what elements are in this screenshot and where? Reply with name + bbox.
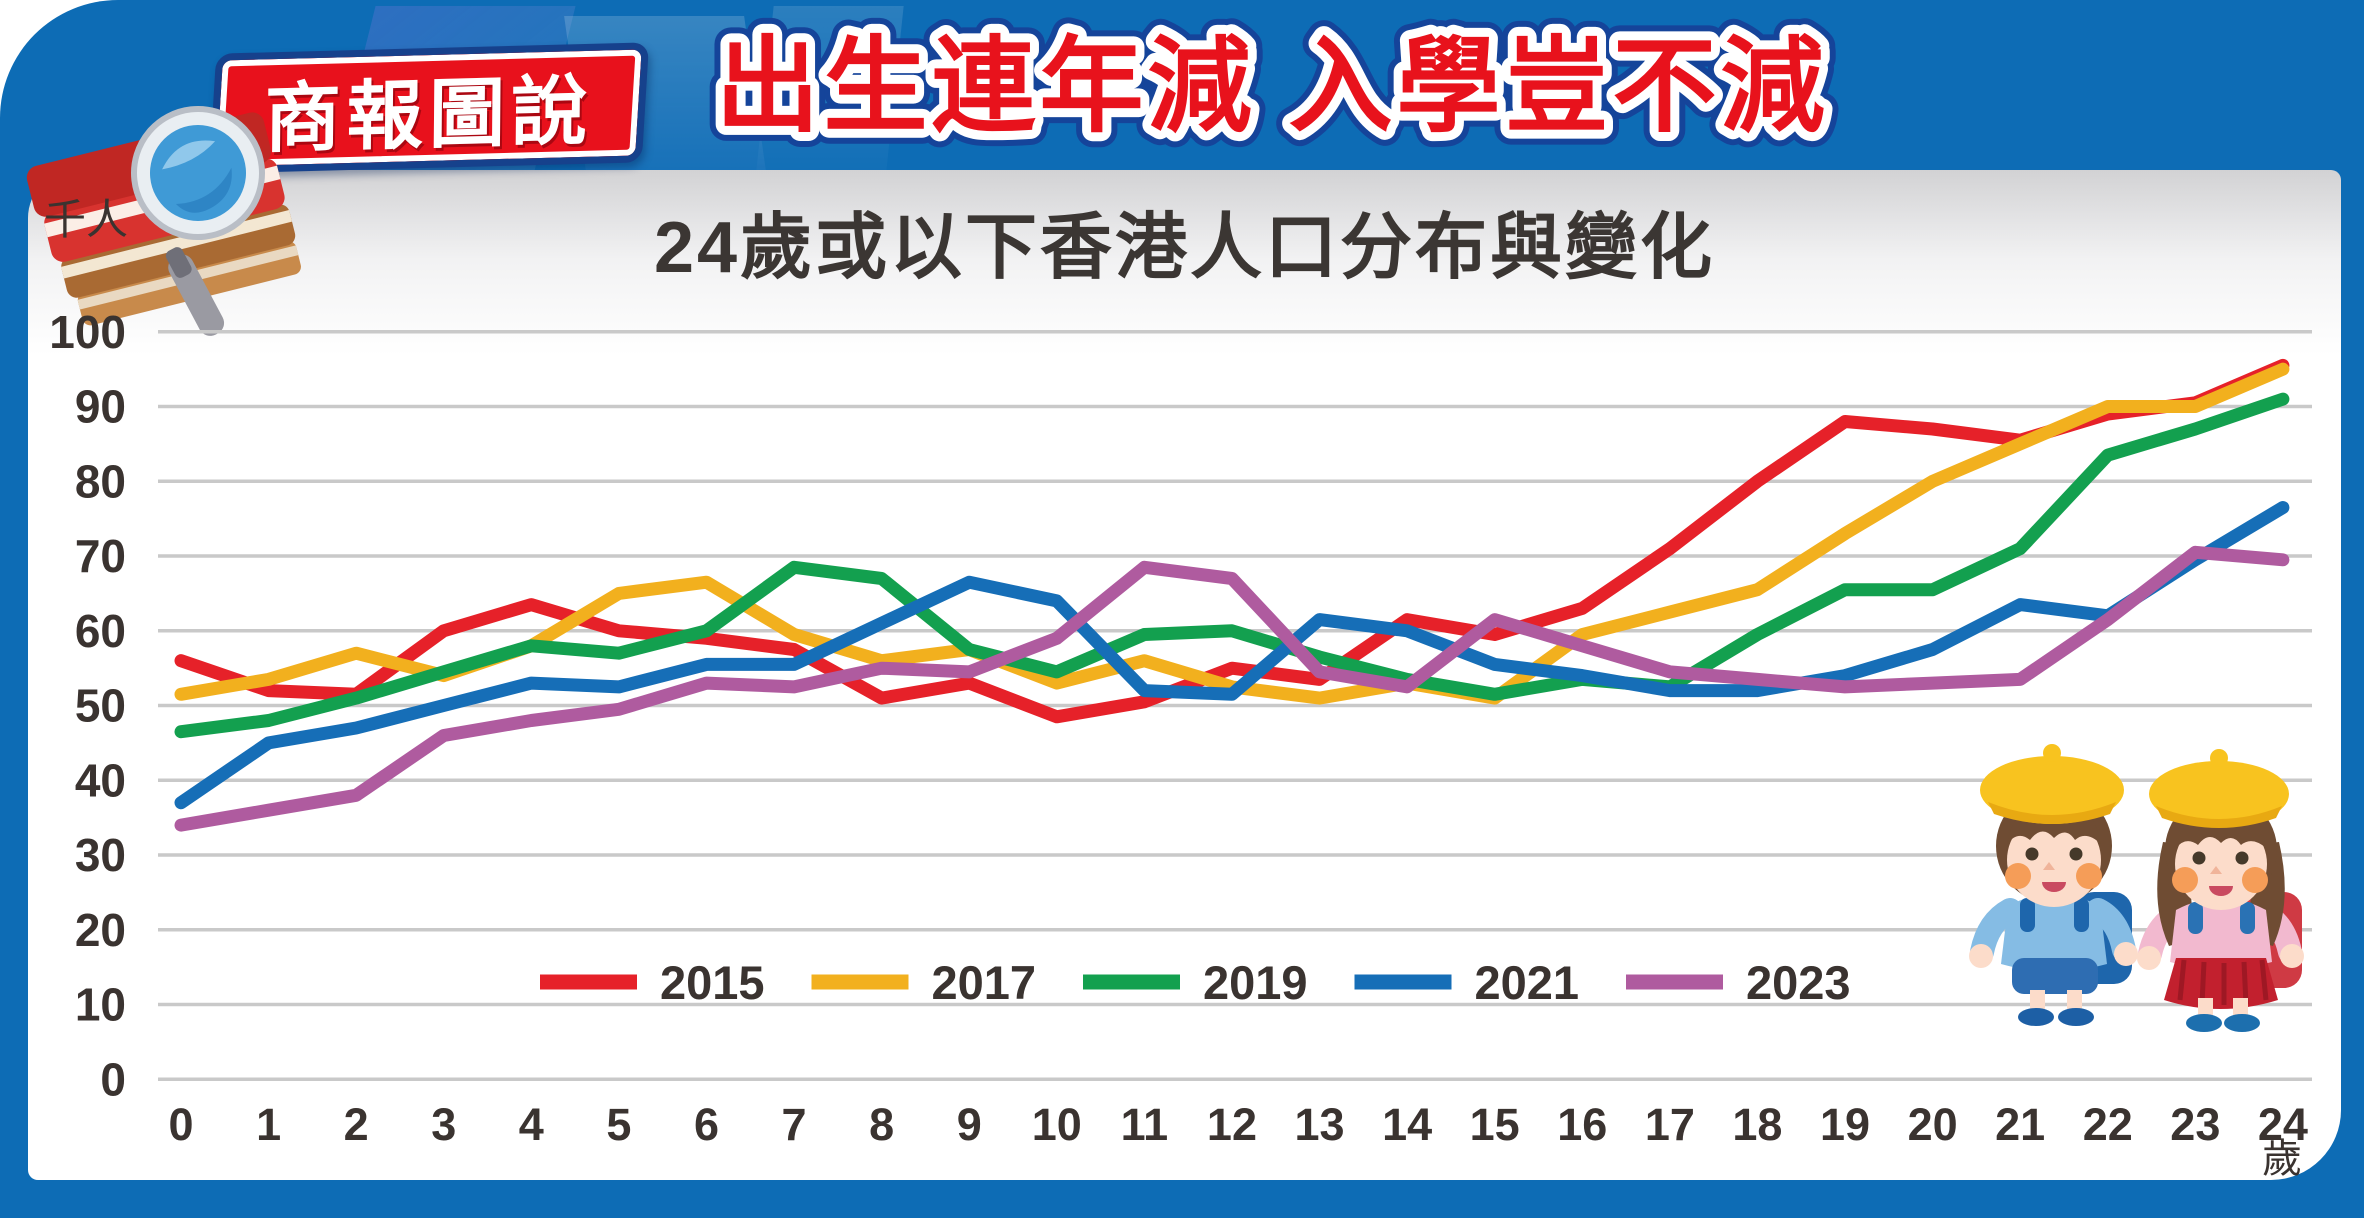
y-axis-labels: 0 10 20 30 40 50 60 70 80 90 100: [49, 306, 126, 1106]
series-line-2017: [174, 362, 2290, 705]
x-tick-label: 3: [431, 1099, 456, 1150]
y-tick-label: 60: [75, 605, 126, 657]
legend-label-2021: 2021: [1475, 956, 1580, 1009]
chart-title: 24歲或以下香港人口分布與變化: [653, 208, 1716, 288]
y-tick-label: 80: [75, 455, 126, 507]
headline-outline: 出生連年減 入學豈不減: [716, 29, 1829, 145]
gridlines: [158, 330, 2312, 1082]
x-tick-label: 22: [2083, 1099, 2133, 1150]
legend-label-2017: 2017: [932, 956, 1037, 1009]
y-tick-label: 0: [100, 1053, 126, 1105]
headline-stroke: 出生連年減 入學豈不減: [716, 29, 1829, 145]
x-tick-label: 18: [1732, 1099, 1782, 1150]
x-tick-label: 10: [1032, 1099, 1082, 1150]
series-line-2015: [174, 358, 2290, 724]
x-tick-label: 0: [168, 1099, 193, 1150]
y-tick-label: 40: [75, 754, 126, 806]
x-tick-label: 2: [344, 1099, 369, 1150]
series-lines: [174, 358, 2290, 832]
y-tick-label: 30: [75, 829, 126, 881]
x-tick-label: 7: [782, 1099, 807, 1150]
girl-with-yellow-hat: [2137, 749, 2304, 1032]
y-tick-label: 100: [49, 306, 126, 358]
x-tick-label: 21: [1995, 1099, 2045, 1150]
x-axis-unit-label: 歲: [2262, 1137, 2302, 1181]
y-tick-label: 90: [75, 381, 126, 433]
x-tick-label: 4: [519, 1099, 544, 1150]
x-tick-label: 17: [1645, 1099, 1695, 1150]
series-line-2023: [174, 545, 2290, 832]
x-tick-label: 13: [1295, 1099, 1345, 1150]
y-tick-label: 10: [75, 979, 126, 1031]
x-tick-label: 23: [2170, 1099, 2220, 1150]
y-tick-label: 20: [75, 904, 126, 956]
chart-legend: 2015 2017 2019 2021 2023: [540, 956, 1851, 1009]
legend-label-2023: 2023: [1746, 956, 1851, 1009]
x-axis-labels: 0 1 2 3 4 5 6 7 8 9 10 11 12 13 14 15 16 17 18 19 20 21 22 23 24: [168, 1099, 2307, 1150]
x-tick-label: 24: [2258, 1099, 2308, 1150]
magnifier-books-icon: [26, 105, 301, 336]
x-tick-label: 9: [957, 1099, 982, 1150]
y-axis-unit-label: 千人: [44, 196, 128, 243]
legend-label-2015: 2015: [660, 956, 765, 1009]
x-tick-label: 5: [606, 1099, 631, 1150]
x-tick-label: 15: [1470, 1099, 1520, 1150]
x-tick-label: 16: [1557, 1099, 1607, 1150]
headline: 出生連年減 入學豈不減 出生連年減 入學豈不減 出生連年減 入學豈不減: [701, 14, 1840, 160]
x-tick-label: 6: [694, 1099, 719, 1150]
boy-with-yellow-hat: [1969, 744, 2138, 1026]
y-tick-label: 50: [75, 680, 126, 732]
children-illustration: [1969, 744, 2304, 1032]
series-line-2021: [174, 501, 2290, 810]
x-tick-label: 20: [1908, 1099, 1958, 1150]
x-tick-label: 19: [1820, 1099, 1870, 1150]
legend-label-2019: 2019: [1203, 956, 1308, 1009]
y-tick-label: 70: [75, 530, 126, 582]
x-tick-label: 11: [1121, 1099, 1169, 1150]
series-line-2019: [174, 392, 2290, 739]
x-tick-label: 14: [1382, 1099, 1432, 1150]
headline-text: 出生連年減 入學豈不減: [716, 29, 1829, 145]
x-tick-label: 12: [1207, 1099, 1257, 1150]
x-tick-label: 1: [256, 1099, 281, 1150]
x-tick-label: 8: [869, 1099, 894, 1150]
